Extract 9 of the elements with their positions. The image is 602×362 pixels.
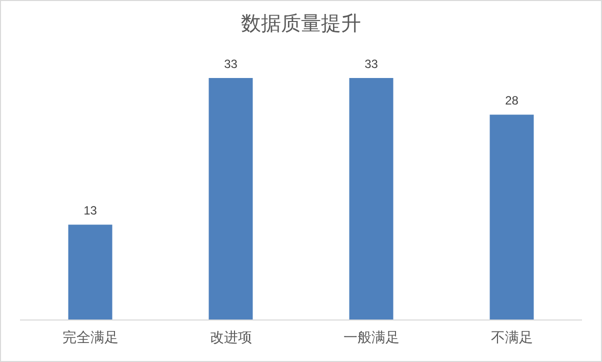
- x-tick-label: 一般满足: [343, 329, 400, 345]
- x-tick-label: 改进项: [210, 329, 252, 345]
- data-label: 33: [364, 57, 378, 71]
- x-tick-label: 不满足: [490, 329, 533, 345]
- data-label: 33: [224, 57, 238, 71]
- data-label: 13: [84, 204, 98, 218]
- data-label: 28: [505, 94, 519, 108]
- x-tick-label: 完全满足: [62, 329, 118, 345]
- title: 数据质量提升: [241, 13, 361, 35]
